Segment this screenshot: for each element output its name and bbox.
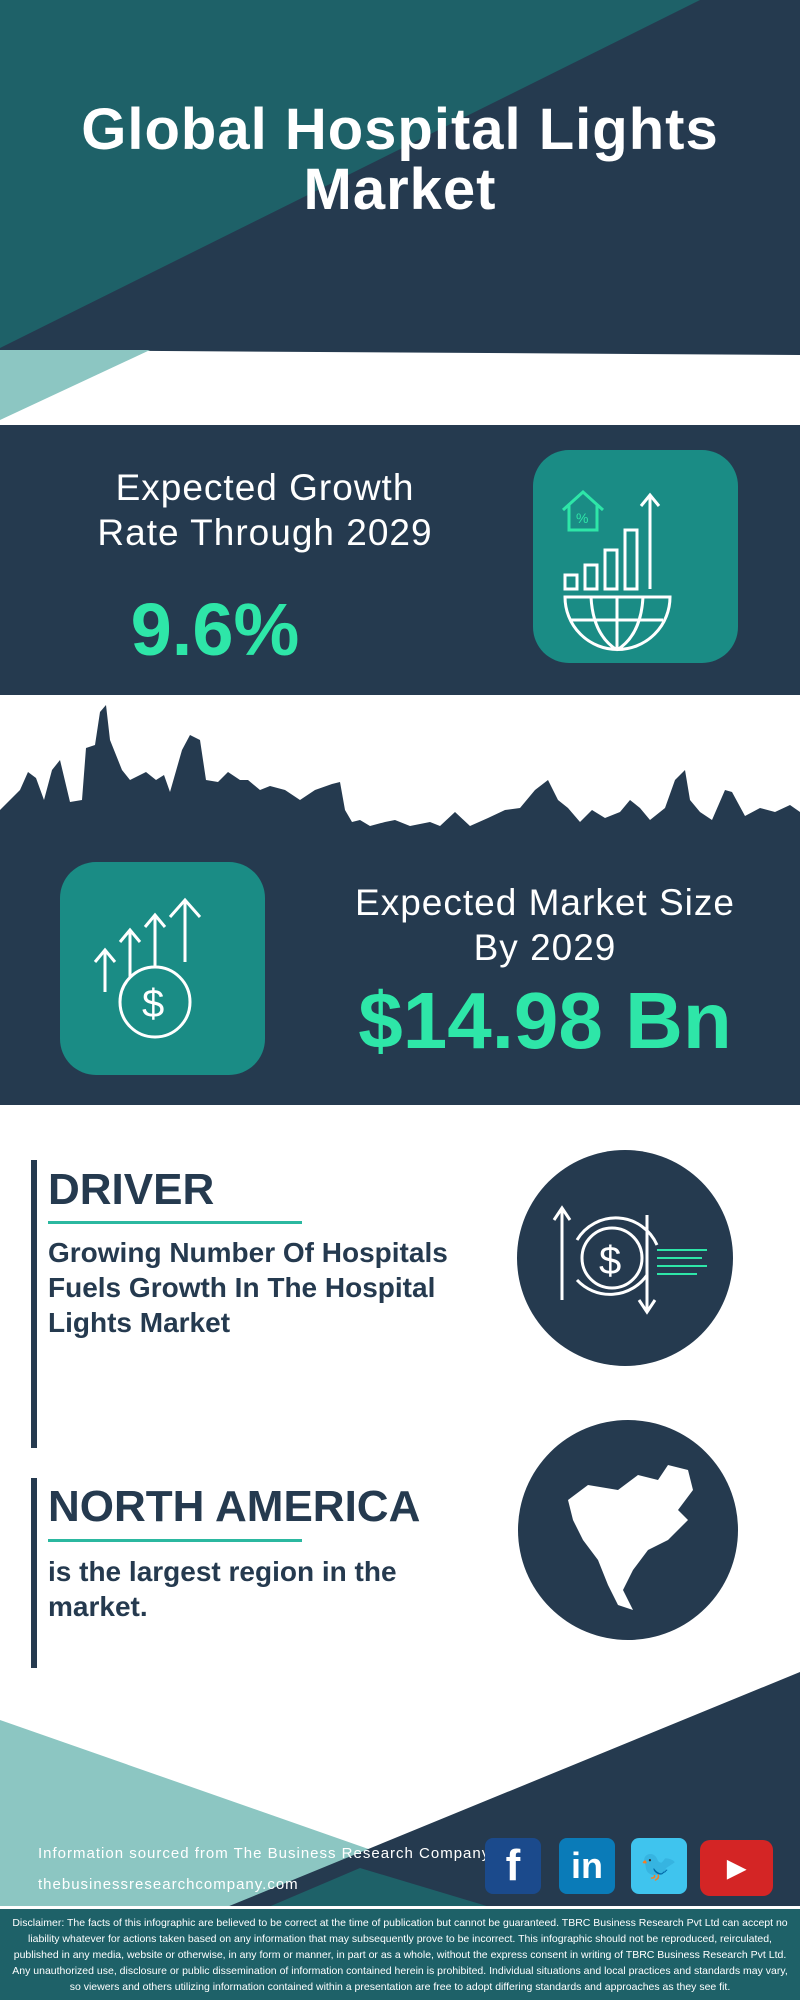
growth-label: Expected Growth Rate Through 2029 xyxy=(97,467,433,553)
svg-text:$: $ xyxy=(599,1239,621,1283)
svg-text:%: % xyxy=(576,510,588,526)
house-percent-bar-chart-globe-icon: % xyxy=(561,489,672,652)
svg-text:$: $ xyxy=(142,982,164,1026)
growth-icon-box: % xyxy=(533,450,738,663)
driver-text: Growing Number Of Hospitals Fuels Growth… xyxy=(48,1237,448,1338)
driver-underline xyxy=(48,1221,302,1224)
linkedin-icon[interactable]: in xyxy=(559,1838,615,1894)
market-size-value: $14.98 Bn xyxy=(358,976,732,1065)
market-size-section: $ Expected Market Size By 2029 $14.98 Bn xyxy=(0,845,800,1105)
driver-heading: DRIVER xyxy=(48,1165,215,1214)
north-america-map-icon xyxy=(568,1465,693,1610)
page-title: Global Hospital Lights Market xyxy=(81,97,719,222)
region-text: is the largest region in the market. xyxy=(48,1556,397,1622)
city-skyline xyxy=(0,705,800,845)
source-text: Information sourced from The Business Re… xyxy=(38,1845,491,1862)
growth-value: 9.6% xyxy=(130,588,300,671)
driver-icon-circle: $ xyxy=(517,1150,733,1366)
driver-accent-bar xyxy=(31,1160,37,1448)
region-accent-bar xyxy=(31,1478,37,1668)
facebook-icon[interactable]: f xyxy=(485,1838,541,1894)
youtube-icon[interactable]: ▶ xyxy=(700,1840,773,1896)
rising-arrows-dollar-coin-icon: $ xyxy=(93,897,202,1039)
region-icon-circle xyxy=(518,1420,738,1640)
market-size-label: Expected Market Size By 2029 xyxy=(355,882,735,968)
disclaimer: Disclaimer: The facts of this infographi… xyxy=(12,1917,788,1993)
region-underline xyxy=(48,1539,302,1542)
growth-section: Expected Growth Rate Through 2029 9.6% % xyxy=(0,425,800,695)
market-icon-box: $ xyxy=(60,862,265,1075)
dollar-exchange-arrows-icon: $ xyxy=(552,1205,707,1315)
twitter-icon[interactable]: 🐦 xyxy=(631,1838,687,1894)
website-link[interactable]: thebusinessresearchcompany.com xyxy=(38,1876,299,1893)
region-heading: NORTH AMERICA xyxy=(48,1482,421,1531)
